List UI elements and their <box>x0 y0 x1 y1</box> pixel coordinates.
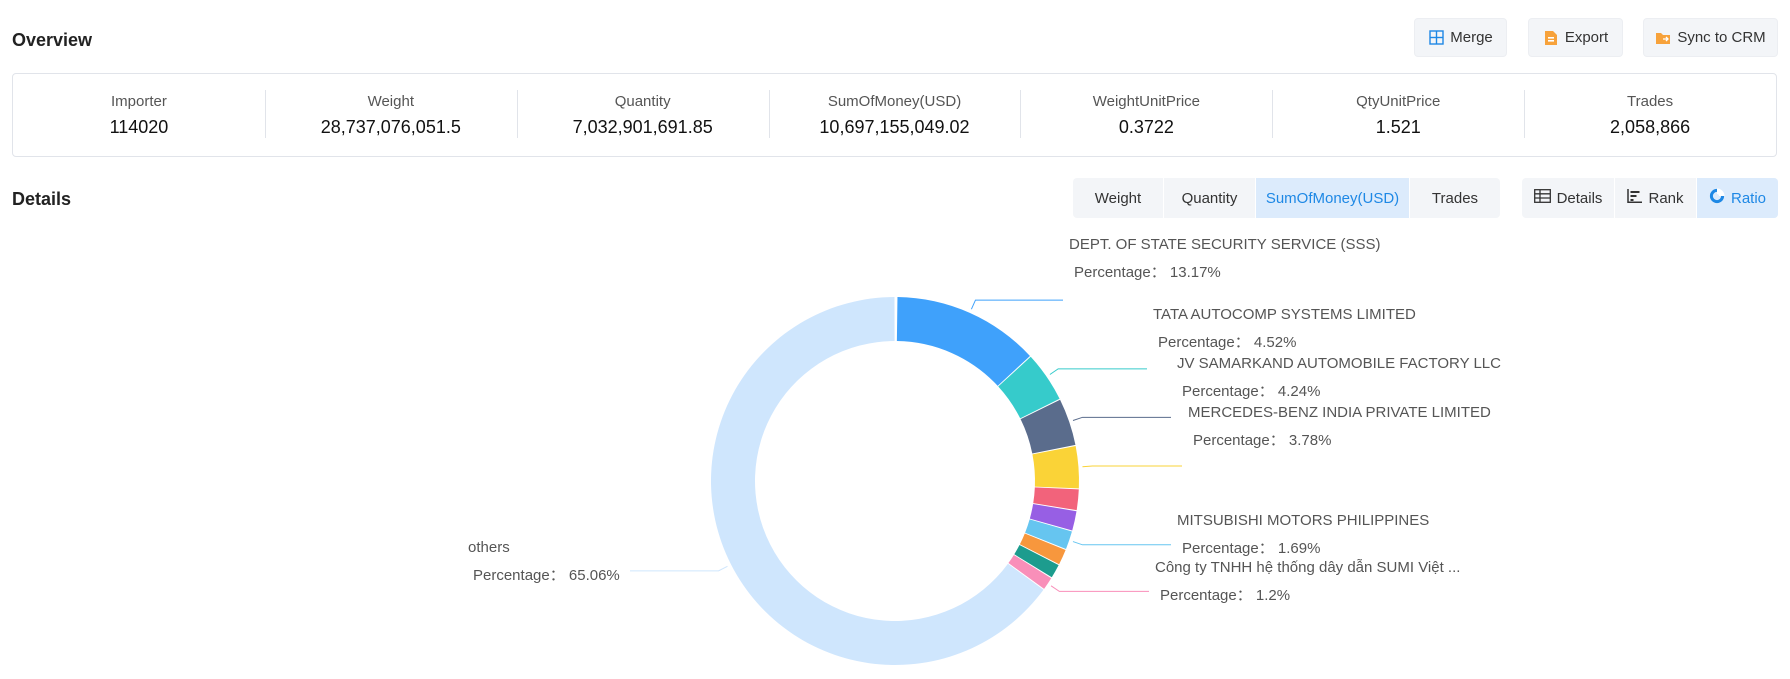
tab-quantity[interactable]: Quantity <box>1164 178 1256 218</box>
stat-value: 28,737,076,051.5 <box>320 116 461 137</box>
export-icon <box>1543 30 1559 46</box>
stat-value: 7,032,901,691.85 <box>572 116 713 137</box>
leader-line <box>1049 368 1147 375</box>
donut-slice[interactable] <box>998 356 1060 419</box>
stat-value: 10,697,155,049.02 <box>819 116 970 137</box>
stat-label: WeightUnitPrice <box>1092 92 1200 110</box>
stat-label: QtyUnitPrice <box>1356 92 1441 110</box>
stat-quantity: Quantity 7,032,901,691.85 <box>516 74 769 156</box>
slice-percentage-label: Percentage： 4.24% <box>1182 383 1320 400</box>
slice-name-label: Công ty TNHH hệ thống dây dẫn SUMI Việt … <box>1155 559 1460 576</box>
donut-slice[interactable] <box>1014 545 1059 578</box>
leader-line <box>1072 541 1171 546</box>
stat-qty-unit-price: QtyUnitPrice 1.521 <box>1272 74 1524 156</box>
slice-percentage-label: Percentage： 1.2% <box>1160 587 1290 604</box>
sync-crm-button[interactable]: Sync to CRM <box>1643 18 1778 57</box>
table-icon <box>1533 189 1551 207</box>
stat-weight-unit-price: WeightUnitPrice 0.3722 <box>1020 74 1272 156</box>
view-ratio-label: Ratio <box>1730 189 1767 207</box>
donut-slice[interactable] <box>1019 533 1066 565</box>
leader-line <box>1072 416 1171 422</box>
details-title: Details <box>12 189 72 209</box>
tab-weight[interactable]: Weight <box>1073 178 1164 218</box>
stat-label: Importer <box>111 92 167 110</box>
stat-trades: Trades 2,058,866 <box>1524 74 1776 156</box>
donut-slice[interactable] <box>1033 487 1079 511</box>
slice-name-label: DEPT. OF STATE SECURITY SERVICE (SSS) <box>1069 236 1380 253</box>
view-tabs: Details Rank Ratio <box>1522 178 1778 218</box>
slice-name-label: MERCEDES-BENZ INDIA PRIVATE LIMITED <box>1188 404 1491 421</box>
export-label: Export <box>1564 29 1609 46</box>
folder-sync-icon <box>1655 30 1671 46</box>
merge-button[interactable]: Merge <box>1414 18 1507 57</box>
stat-sum-of-money: SumOfMoney(USD) 10,697,155,049.02 <box>768 74 1021 156</box>
donut-slice[interactable] <box>1032 445 1079 489</box>
stat-importer: Importer 114020 <box>13 74 265 156</box>
donut-slice[interactable] <box>1020 399 1076 454</box>
slice-percentage-label: Percentage： 65.06% <box>473 567 620 584</box>
slice-percentage-label: Percentage： 3.78% <box>1193 432 1331 449</box>
leader-line <box>630 565 728 572</box>
merge-icon <box>1428 30 1444 46</box>
leader-line <box>970 299 1063 310</box>
stat-value: 1.521 <box>1375 116 1421 137</box>
view-details-label: Details <box>1556 189 1603 207</box>
donut-slice[interactable] <box>1008 554 1052 589</box>
leader-line <box>1082 465 1182 468</box>
export-button[interactable]: Export <box>1528 18 1623 57</box>
view-rank-button[interactable]: Rank <box>1615 178 1697 218</box>
donut-slice[interactable] <box>896 297 1030 386</box>
stat-weight: Weight 28,737,076,051.5 <box>264 74 517 156</box>
leader-line <box>1050 585 1149 592</box>
slice-name-label: TATA AUTOCOMP SYSTEMS LIMITED <box>1153 306 1416 323</box>
slice-name-label: others <box>468 539 510 556</box>
rank-bars-icon <box>1627 189 1643 207</box>
tab-sum-of-money[interactable]: SumOfMoney(USD) <box>1256 178 1410 218</box>
overview-title: Overview <box>12 30 93 50</box>
slice-name-label: JV SAMARKAND AUTOMOBILE FACTORY LLC <box>1177 355 1501 372</box>
slice-name-label: MITSUBISHI MOTORS PHILIPPINES <box>1177 512 1429 529</box>
stat-label: Trades <box>1627 92 1674 110</box>
sync-crm-label: Sync to CRM <box>1677 29 1766 46</box>
stat-label: SumOfMoney(USD) <box>827 92 962 110</box>
donut-slice[interactable] <box>1029 503 1077 531</box>
overview-stats: Importer 114020 Weight 28,737,076,051.5 … <box>12 73 1777 157</box>
metric-tabs: Weight Quantity SumOfMoney(USD) Trades <box>1073 178 1500 218</box>
slice-percentage-label: Percentage： 4.52% <box>1158 334 1296 351</box>
stat-value: 2,058,866 <box>1610 116 1691 137</box>
slice-percentage-label: Percentage： 13.17% <box>1074 264 1221 281</box>
donut-slice[interactable] <box>1025 519 1072 549</box>
ratio-donut-chart: DEPT. OF STATE SECURITY SERVICE (SSS) Per… <box>468 236 1501 666</box>
slice-percentage-label: Percentage： 1.69% <box>1182 540 1320 557</box>
pie-icon <box>1709 188 1725 208</box>
stat-value: 114020 <box>109 116 169 137</box>
stat-label: Quantity <box>614 92 671 110</box>
stat-label: Weight <box>367 92 414 110</box>
stat-value: 0.3722 <box>1118 116 1174 137</box>
view-details-button[interactable]: Details <box>1522 178 1615 218</box>
view-ratio-button[interactable]: Ratio <box>1697 178 1778 218</box>
tab-trades[interactable]: Trades <box>1431 189 1479 207</box>
merge-label: Merge <box>1450 29 1493 46</box>
view-rank-label: Rank <box>1648 189 1684 207</box>
